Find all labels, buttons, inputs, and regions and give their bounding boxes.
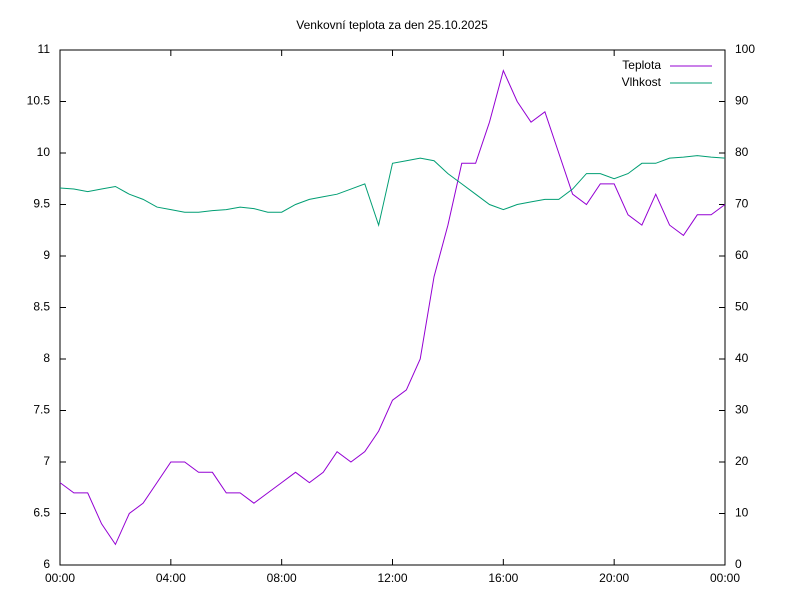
- y-tick-label: 8.5: [33, 300, 50, 314]
- y-tick-label: 10: [37, 145, 51, 159]
- y2-tick-label: 90: [735, 94, 749, 108]
- y-tick-label: 11: [38, 42, 51, 56]
- y-tick-label: 8: [43, 351, 50, 365]
- y-tick-label: 7.5: [33, 403, 50, 417]
- legend-label: Teplota: [622, 58, 661, 72]
- y-tick-label: 9: [43, 248, 50, 262]
- y2-tick-label: 0: [735, 557, 742, 571]
- y2-tick-label: 70: [735, 197, 749, 211]
- line-series: [59, 155, 726, 227]
- y-tick-label: 10.5: [27, 94, 51, 108]
- x-tick-label: 20:00: [599, 571, 629, 585]
- x-tick-label: 08:00: [267, 571, 297, 585]
- x-tick-label: 16:00: [488, 571, 518, 585]
- y2-tick-label: 40: [735, 351, 749, 365]
- y2-tick-label: 20: [735, 454, 749, 468]
- y2-tick-label: 30: [735, 403, 749, 417]
- x-tick-label: 12:00: [377, 571, 407, 585]
- plot-frame: [59, 49, 726, 566]
- legend-label: Vlhkost: [622, 75, 662, 89]
- x-tick-label: 00:00: [710, 571, 740, 585]
- y-tick-label: 7: [43, 454, 50, 468]
- y-tick-label: 6.5: [33, 506, 50, 520]
- x-tick-label: 04:00: [156, 571, 186, 585]
- line-series: [59, 69, 726, 546]
- chart-title: Venkovní teplota za den 25.10.2025: [296, 18, 488, 32]
- x-tick-label: 00:00: [45, 571, 75, 585]
- y2-tick-label: 100: [735, 42, 755, 56]
- y-tick-label: 6: [43, 557, 50, 571]
- y2-tick-label: 50: [735, 300, 749, 314]
- y-tick-label: 9.5: [33, 197, 50, 211]
- y2-tick-label: 80: [735, 145, 749, 159]
- y2-tick-label: 60: [735, 248, 749, 262]
- y2-tick-label: 10: [735, 506, 749, 520]
